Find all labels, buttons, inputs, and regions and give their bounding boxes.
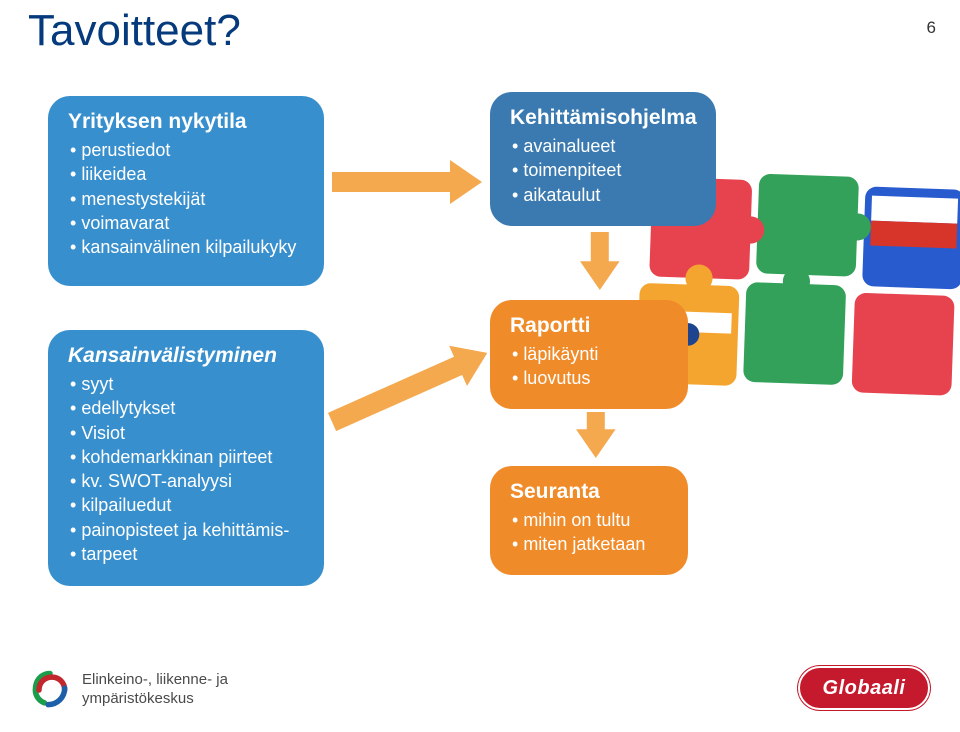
org-line2: ympäristökeskus — [82, 690, 228, 709]
list-item: liikeidea — [70, 162, 304, 186]
card-title: Kehittämisohjelma — [510, 106, 696, 130]
list-item: perustiedot — [70, 138, 304, 162]
arrow-nykytila-to-kehittamisohjelma — [332, 160, 482, 204]
card-title: Seuranta — [510, 480, 668, 504]
ely-logo-icon — [28, 668, 72, 712]
card-title: Raportti — [510, 314, 668, 338]
card-title: Yrityksen nykytila — [68, 110, 304, 134]
card-kansainvalistyminen: Kansainvälistyminen syyt edellytykset Vi… — [48, 330, 324, 586]
slide-title: Tavoitteet? — [28, 6, 241, 56]
card-list: perustiedot liikeidea menestystekijät vo… — [68, 138, 304, 259]
card-list: syyt edellytykset Visiot kohdemarkkinan … — [68, 372, 304, 566]
page-number: 6 — [927, 18, 936, 38]
card-kehittamisohjelma: Kehittämisohjelma avainalueet toimenpite… — [490, 92, 716, 226]
footer-org: Elinkeino-, liikenne- ja ympäristökeskus — [28, 668, 228, 712]
list-item: toimenpiteet — [512, 158, 696, 182]
globaali-badge: Globaali — [798, 666, 930, 710]
list-item: Visiot — [70, 421, 304, 445]
list-item: kansainvälinen kilpailukyky — [70, 235, 304, 259]
list-item: kilpailuedut — [70, 493, 304, 517]
card-list: läpikäynti luovutus — [510, 342, 668, 391]
card-title: Kansainvälistyminen — [68, 344, 304, 368]
list-item: kv. SWOT-analyysi — [70, 469, 304, 493]
list-item: kohdemarkkinan piirteet — [70, 445, 304, 469]
list-item: aikataulut — [512, 183, 696, 207]
card-list: mihin on tultu miten jatketaan — [510, 508, 668, 557]
org-name: Elinkeino-, liikenne- ja ympäristökeskus — [82, 671, 228, 709]
card-list: avainalueet toimenpiteet aikataulut — [510, 134, 696, 207]
card-seuranta: Seuranta mihin on tultu miten jatketaan — [490, 466, 688, 575]
list-item: syyt — [70, 372, 304, 396]
list-item: voimavarat — [70, 211, 304, 235]
card-yrityksen-nykytila: Yrityksen nykytila perustiedot liikeidea… — [48, 96, 324, 286]
list-item: läpikäynti — [512, 342, 668, 366]
list-item: avainalueet — [512, 134, 696, 158]
list-item: miten jatketaan — [512, 532, 668, 556]
list-item: edellytykset — [70, 396, 304, 420]
arrow-kehittamisohjelma-to-raportti — [580, 232, 620, 290]
list-item: mihin on tultu — [512, 508, 668, 532]
slide-root: { "title": "Tavoitteet?", "page_number":… — [0, 0, 960, 732]
footer-badge: Globaali — [798, 666, 930, 710]
org-line1: Elinkeino-, liikenne- ja — [82, 671, 228, 690]
list-item: luovutus — [512, 366, 668, 390]
list-item: tarpeet — [70, 542, 304, 566]
list-item: painopisteet ja kehittämis- — [70, 518, 304, 542]
arrow-kansainvalistyminen-to-raportti — [323, 333, 496, 442]
card-raportti: Raportti läpikäynti luovutus — [490, 300, 688, 409]
badge-text: Globaali — [823, 677, 906, 700]
list-item: menestystekijät — [70, 187, 304, 211]
arrow-raportti-to-seuranta — [576, 412, 616, 458]
